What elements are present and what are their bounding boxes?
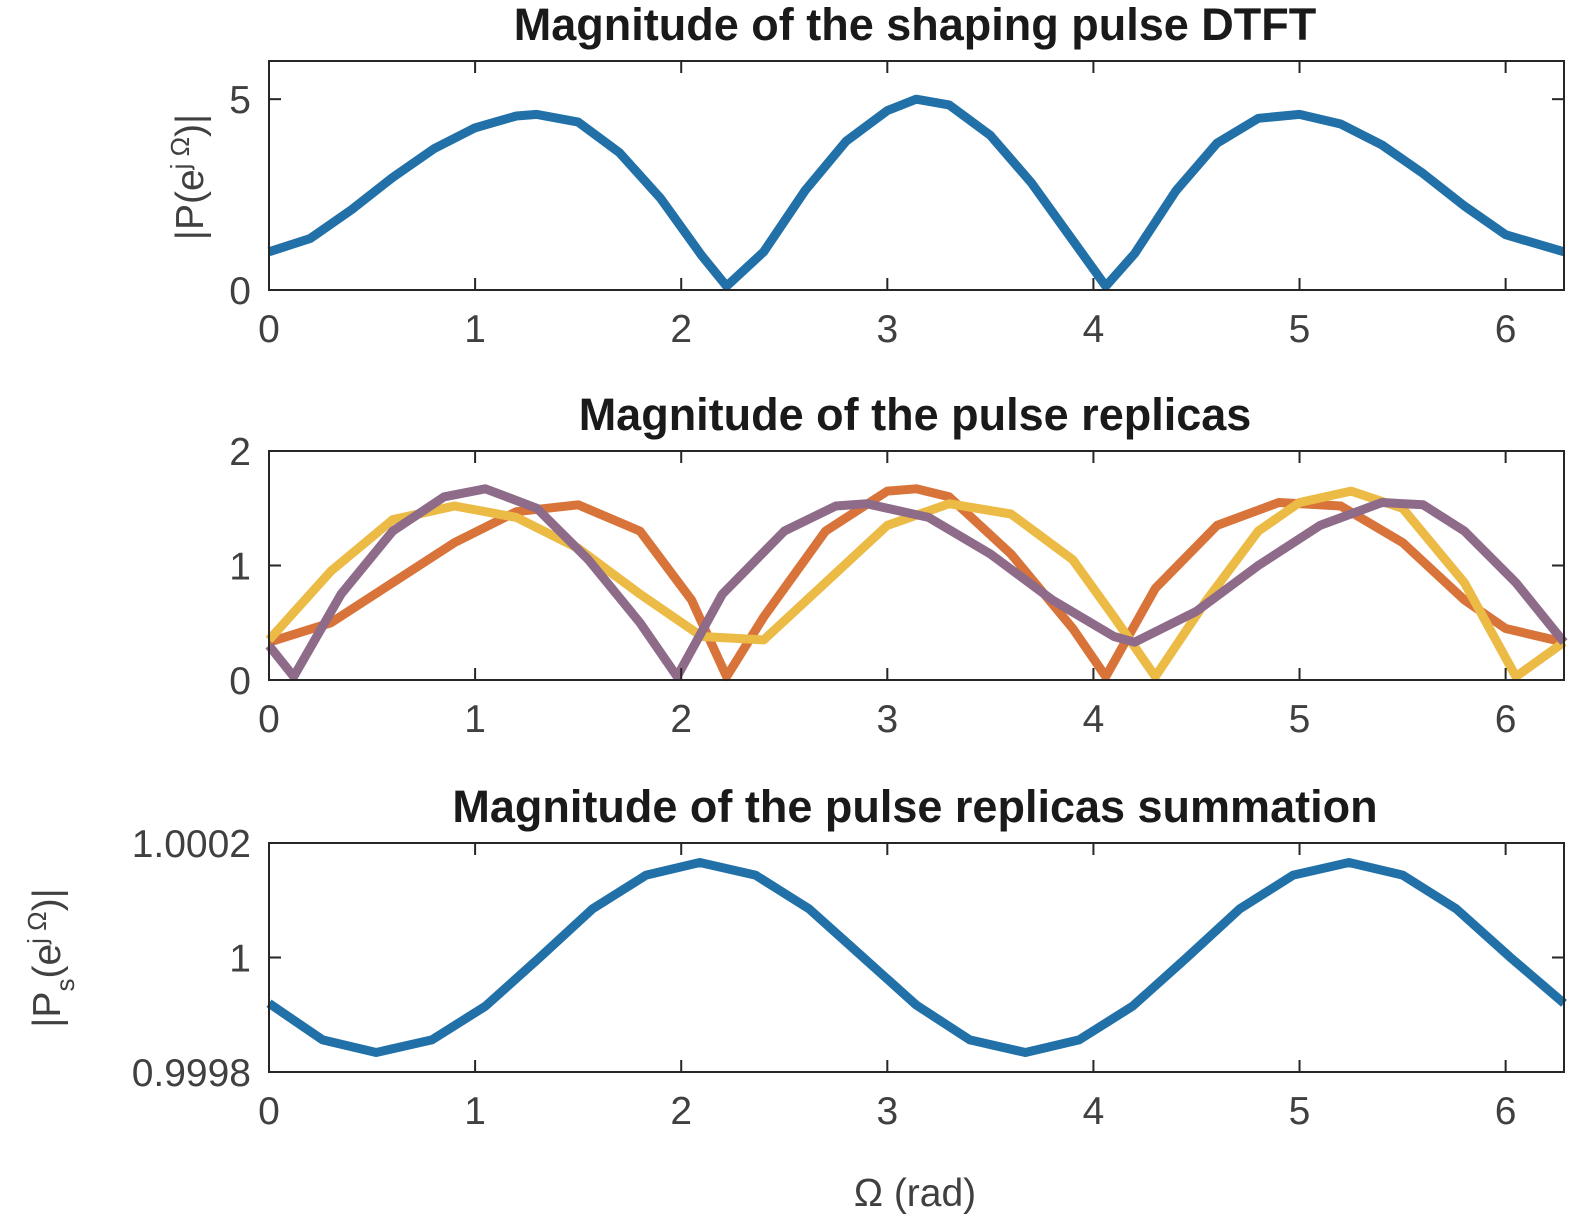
- subplot-shaping-pulse: Magnitude of the shaping pulse DTFT 0 1 2 3…: [165, 0, 1566, 351]
- y-tick-label: 0.9998: [132, 1052, 251, 1095]
- y-tick-label: 0: [229, 270, 251, 313]
- subplot-pulse-replicas: Magnitude of the pulse replicas 0 1 2 3 4 5 60…: [229, 389, 1568, 741]
- x-tick-label: 1: [464, 1090, 486, 1133]
- series-line-1: [267, 484, 1566, 682]
- y-tick-label: 5: [229, 79, 251, 122]
- x-tick-label: 4: [1083, 1090, 1105, 1133]
- series-line-1: [267, 94, 1566, 291]
- x-axis-label: Ω (rad): [854, 1172, 976, 1215]
- x-tick-label: 0: [258, 698, 280, 741]
- x-tick-label: 3: [876, 308, 898, 351]
- x-tick-label: 6: [1495, 1090, 1517, 1133]
- y-tick-label: 1.0002: [132, 823, 251, 866]
- y-axis-label: |P(ej Ω)|: [165, 114, 212, 240]
- plot-area-1: 0 1 2 3 4 5 6 0 5: [229, 60, 1566, 351]
- y-tick-label: 1: [229, 546, 251, 589]
- series-line-3: [265, 484, 1568, 682]
- subplot-title: Magnitude of the pulse replicas: [579, 389, 1252, 440]
- x-tick-label: 6: [1495, 308, 1517, 351]
- y-tick-label: 2: [229, 431, 251, 474]
- subplot-title: Magnitude of the pulse replicas summatio…: [452, 781, 1377, 832]
- x-tick-label: 1: [464, 308, 486, 351]
- x-tick-label: 3: [876, 1090, 898, 1133]
- y-tick-label: 1: [229, 938, 251, 981]
- x-tick-label: 2: [670, 698, 692, 741]
- x-tick-label: 3: [876, 698, 898, 741]
- axes-frame: [268, 60, 1565, 291]
- x-tick-label: 2: [670, 308, 692, 351]
- subplot-replicas-summation: Magnitude of the pulse replicas summatio…: [22, 781, 1567, 1215]
- x-tick-label: 6: [1495, 698, 1517, 741]
- axes-frame: [268, 842, 1565, 1073]
- x-tick-label: 0: [258, 1090, 280, 1133]
- x-tick-label: 5: [1289, 308, 1311, 351]
- plot-area-2: 0 1 2 3 4 5 6 0 1 2: [229, 431, 1568, 741]
- y-tick-label: 0: [229, 660, 251, 703]
- series-line-2: [265, 486, 1567, 682]
- x-tick-label: 1: [464, 698, 486, 741]
- y-axis-label: |Ps(ej Ω)|: [22, 888, 80, 1027]
- x-tick-label: 2: [670, 1090, 692, 1133]
- series-line-1: [266, 858, 1567, 1057]
- x-tick-label: 0: [258, 308, 280, 351]
- x-tick-label: 5: [1289, 1090, 1311, 1133]
- x-tick-label: 5: [1289, 698, 1311, 741]
- x-tick-label: 4: [1083, 698, 1105, 741]
- plot-area-3: 0 1 2 3 4 5 6 0.9998 1 1.0002: [132, 823, 1567, 1133]
- x-tick-label: 4: [1083, 308, 1105, 351]
- subplot-title: Magnitude of the shaping pulse DTFT: [514, 0, 1316, 50]
